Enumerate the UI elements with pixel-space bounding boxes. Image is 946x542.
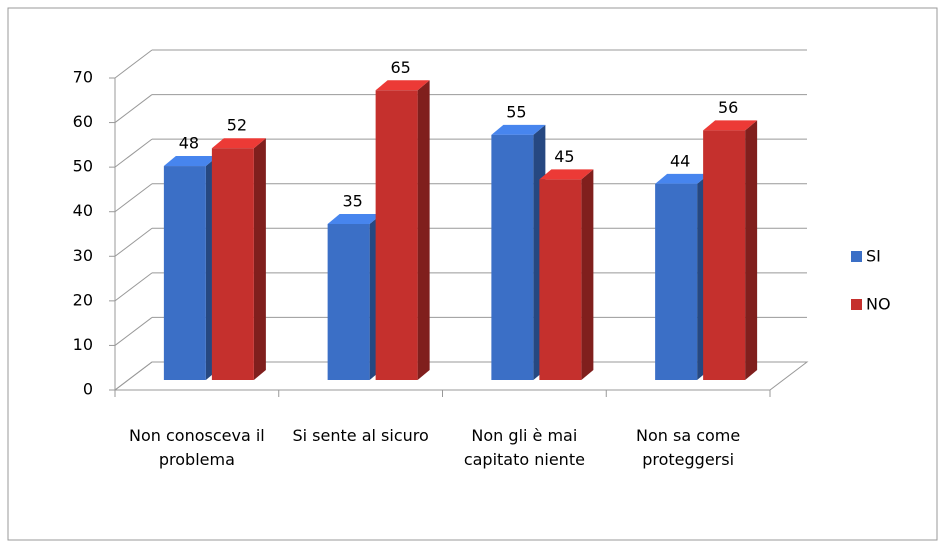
x-tick-label: Non gli è mai capitato niente: [463, 426, 585, 469]
bar-top: [703, 120, 758, 131]
grid-diagonal: [114, 317, 153, 346]
bar: [539, 179, 582, 380]
grid-diagonal: [114, 183, 153, 213]
bar: [375, 90, 418, 381]
y-tick-label: 10: [73, 335, 93, 354]
legend-label: SI: [866, 247, 881, 266]
grid-diagonal: [114, 227, 153, 257]
y-tick-label: 60: [73, 112, 93, 131]
y-tick-label: 20: [73, 290, 93, 309]
bar-top: [655, 173, 710, 184]
y-tick-label: 70: [73, 68, 93, 87]
x-tick-label: Si sente al sicuro: [292, 426, 429, 445]
data-label: 55: [506, 102, 526, 121]
data-label: 52: [227, 116, 247, 135]
bar-side: [253, 138, 266, 380]
data-label: 44: [670, 151, 690, 170]
y-tick-label: 0: [83, 380, 93, 399]
bar-top: [375, 80, 430, 91]
grid-diagonal: [114, 94, 153, 123]
data-label: 56: [718, 98, 738, 117]
grid-diagonal: [114, 361, 153, 391]
x-tick-label: Non conosceva il problema: [129, 426, 265, 469]
bar-top: [491, 124, 546, 135]
data-label: 35: [342, 192, 362, 211]
y-tick-label: 50: [73, 157, 93, 176]
data-label: 65: [390, 58, 410, 77]
chart-border: [7, 7, 938, 541]
grid-diagonal: [114, 49, 153, 79]
bar: [491, 134, 534, 380]
x-tick-label: Non sa come proteggersi: [636, 426, 741, 469]
y-tick-label: 40: [73, 201, 93, 220]
legend-swatch: [851, 251, 862, 262]
data-label: 48: [179, 134, 199, 153]
bar-side: [417, 80, 430, 381]
bar-side: [581, 169, 594, 380]
data-label: 45: [554, 147, 574, 166]
y-tick-label: 30: [73, 246, 93, 265]
grid-diagonal: [114, 272, 153, 302]
bar-top: [163, 156, 218, 167]
bar: [703, 130, 746, 380]
bar: [655, 183, 698, 380]
bar: [211, 148, 254, 380]
legend-swatch: [851, 299, 862, 310]
bar-side: [745, 120, 758, 381]
bar: [327, 224, 370, 380]
grid-diagonal: [114, 138, 153, 168]
legend-label: NO: [866, 295, 891, 314]
bar: [163, 166, 206, 380]
bar-top: [327, 214, 382, 224]
bar-top: [211, 138, 266, 149]
bar-top: [539, 169, 594, 180]
